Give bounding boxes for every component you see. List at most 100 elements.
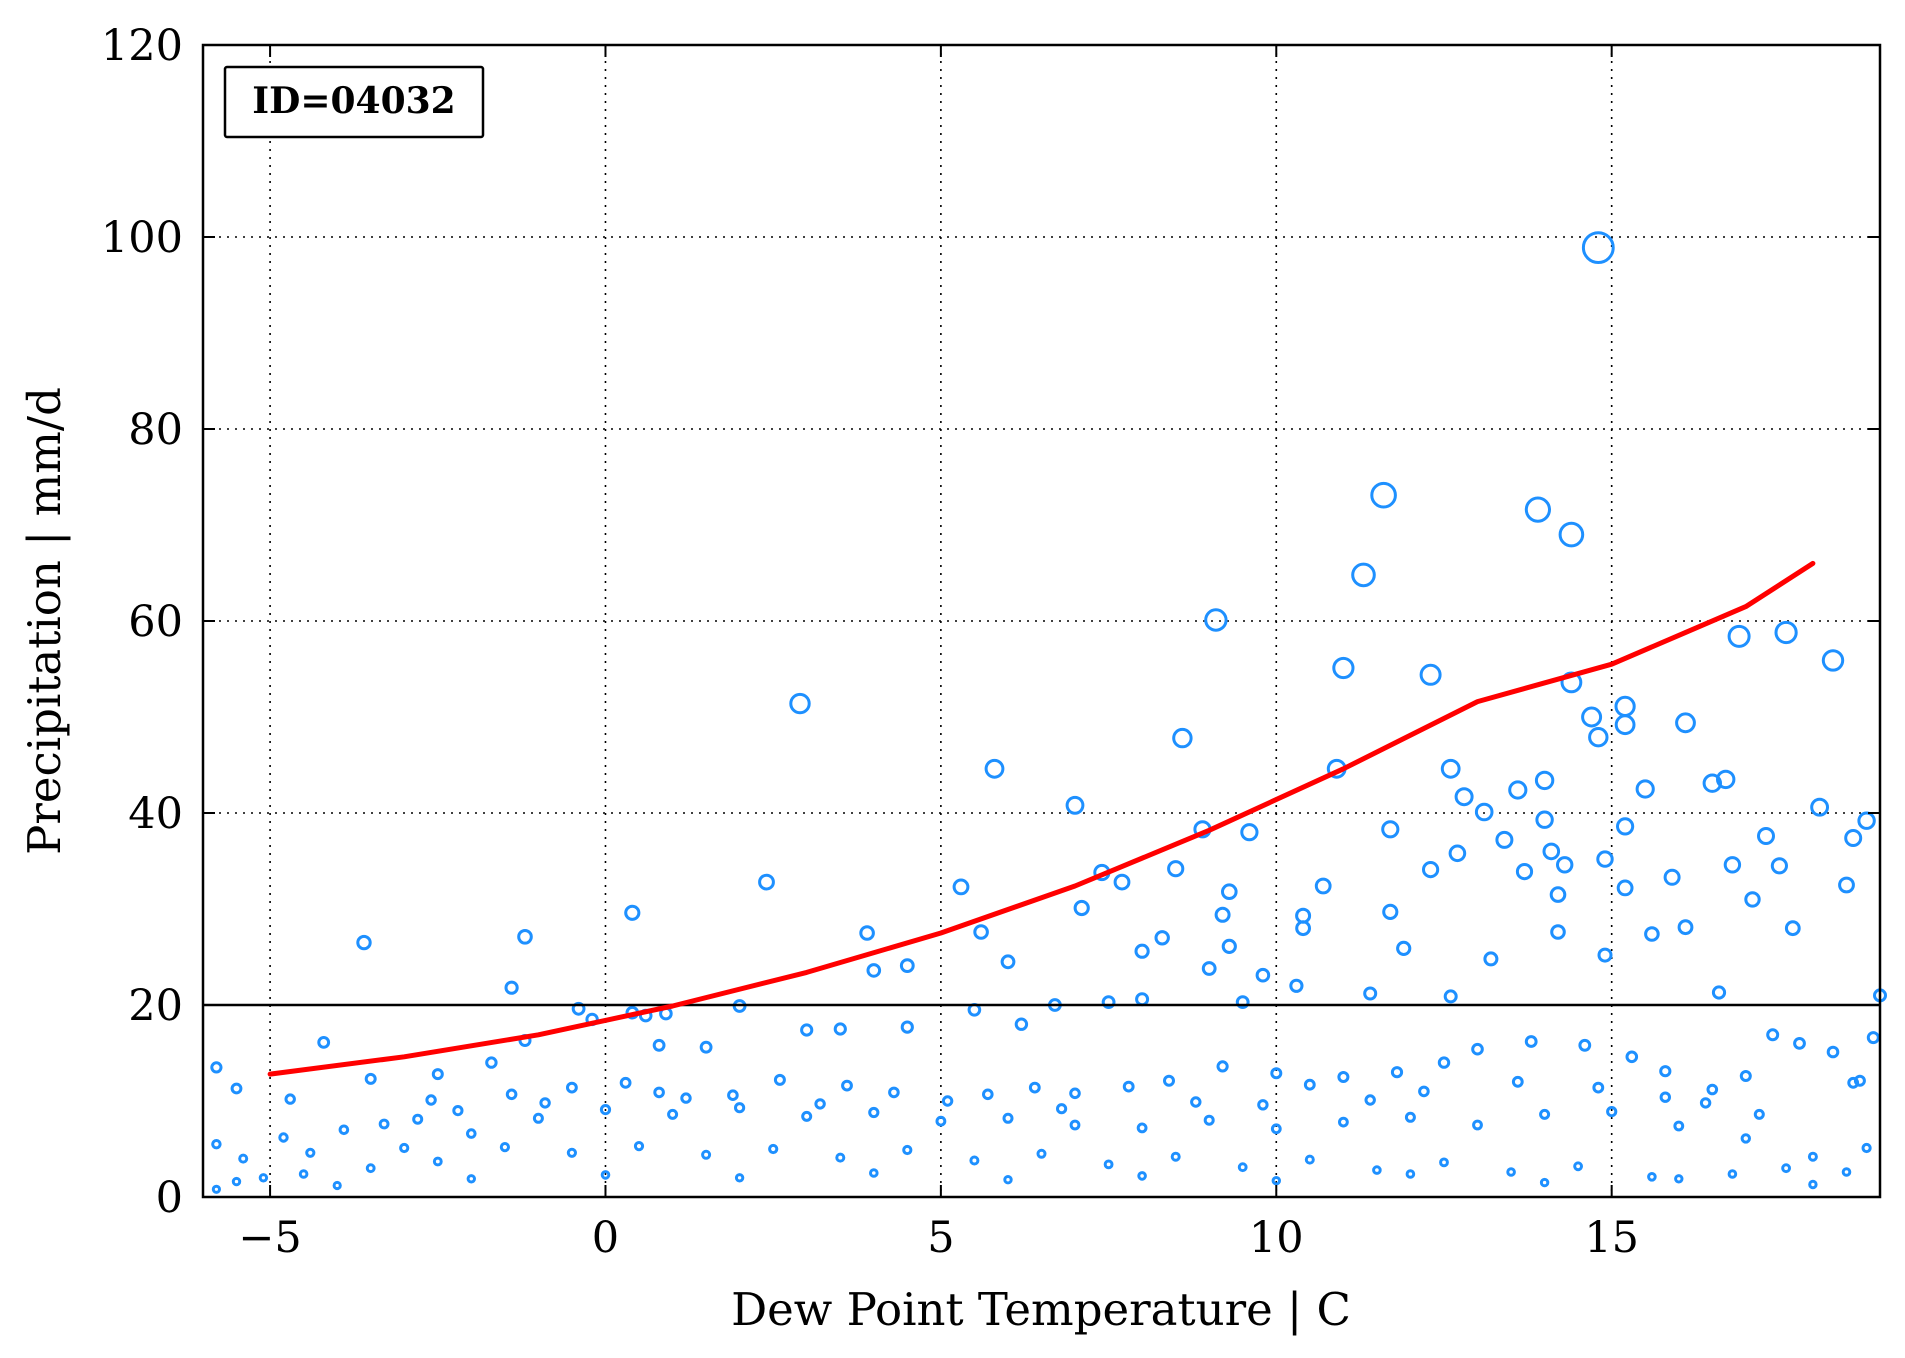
- scatter-point: [1404, 1111, 1416, 1123]
- scatter-point: [1216, 1060, 1229, 1073]
- scatter-point: [431, 1068, 444, 1081]
- id-annotation: ID=04032: [223, 65, 485, 139]
- x-axis-label: Dew Point Temperature | C: [731, 1283, 1351, 1336]
- scatter-point: [653, 1086, 665, 1099]
- scatter-point: [1137, 1171, 1147, 1181]
- scatter-point: [1381, 820, 1400, 839]
- scatter-point: [1443, 989, 1458, 1004]
- scatter-point: [332, 1180, 342, 1191]
- scatter-point: [1332, 656, 1355, 680]
- scatter-point: [982, 1088, 994, 1101]
- scatter-point: [1028, 1081, 1041, 1094]
- scatter-point: [305, 1147, 316, 1158]
- scatter-point: [624, 904, 641, 921]
- scatter-point: [1270, 1067, 1283, 1080]
- scatter-point: [1706, 1083, 1719, 1096]
- scatter-point: [1201, 961, 1217, 976]
- scatter-point: [1448, 844, 1467, 863]
- scatter-point: [800, 1023, 814, 1037]
- scatter-point: [1255, 967, 1271, 983]
- scatter-point: [1597, 947, 1613, 963]
- scatter-point: [652, 1038, 666, 1052]
- scatter-point: [869, 1168, 879, 1178]
- scatter-point: [1471, 1042, 1484, 1056]
- scatter-point: [1289, 978, 1304, 993]
- scatter-point: [1418, 1085, 1430, 1098]
- scatter-point: [1065, 795, 1085, 815]
- annotation-text: ID=04032: [252, 80, 455, 122]
- x-tick-label: 10: [1249, 1213, 1304, 1263]
- scatter-point: [338, 1124, 350, 1136]
- scatter-point: [1214, 906, 1231, 923]
- x-tick-labels: −5 0 5 10 15: [238, 1213, 1639, 1263]
- scatter-point: [619, 1076, 632, 1089]
- scatter-point: [452, 1105, 464, 1117]
- scatter-point: [1419, 663, 1442, 686]
- scatter-point: [1727, 1169, 1738, 1179]
- scatter-point: [1781, 1163, 1791, 1174]
- scatter-point: [1113, 873, 1131, 891]
- scatter-point: [1495, 830, 1514, 849]
- scatter-point: [1711, 985, 1727, 1000]
- scatter-point: [859, 925, 875, 941]
- scatter-point: [680, 1092, 692, 1104]
- scatter-point: [701, 1149, 712, 1160]
- scatter-point: [1841, 1167, 1852, 1177]
- scatter-point: [952, 878, 970, 896]
- scatter-point: [1861, 1142, 1872, 1154]
- scatter-point: [1303, 1078, 1316, 1091]
- scatter-point: [1351, 562, 1376, 588]
- scatter-point: [1002, 1112, 1014, 1124]
- scatter-point: [539, 1097, 551, 1109]
- scatter-point: [230, 1082, 243, 1095]
- scatter-point: [499, 1142, 510, 1153]
- scatter-point: [734, 1173, 745, 1183]
- scatter-point: [1000, 954, 1016, 970]
- scatter-point: [1578, 1038, 1592, 1052]
- scatter-point: [1573, 1161, 1583, 1172]
- scatter-point: [1677, 919, 1694, 936]
- scatter-point: [1826, 1045, 1840, 1059]
- x-tick-label: 15: [1584, 1213, 1639, 1263]
- scatter-point: [1483, 951, 1499, 967]
- scatter-point: [1766, 1028, 1780, 1042]
- scatter-point: [768, 1143, 779, 1155]
- scatter-point: [1581, 706, 1603, 728]
- scatter-point: [1439, 1157, 1449, 1168]
- scatter-point: [833, 1022, 847, 1036]
- scatter-point: [210, 1061, 223, 1074]
- scatter-point: [1372, 1165, 1382, 1175]
- scatter-point: [532, 1112, 544, 1124]
- scatter-point: [1405, 1169, 1416, 1179]
- scatter-point: [789, 692, 811, 715]
- scatter-point: [1556, 856, 1574, 874]
- scatter-point: [1702, 773, 1723, 793]
- scatter-point: [699, 1040, 713, 1054]
- scatter-point: [412, 1113, 424, 1125]
- x-tick-label: −5: [238, 1213, 301, 1263]
- scatter-point: [1511, 1075, 1524, 1088]
- scatter-point: [1370, 481, 1397, 509]
- scatter-point: [1524, 496, 1552, 523]
- scatter-point: [1472, 1119, 1483, 1131]
- y-tick-label: 40: [128, 789, 183, 839]
- scatter-point: [866, 963, 882, 978]
- scatter-point: [1003, 1175, 1013, 1185]
- scatter-point: [1857, 811, 1876, 830]
- scatter-point: [868, 1106, 880, 1119]
- y-tick-label: 120: [101, 21, 183, 71]
- scatter-point: [571, 1001, 586, 1016]
- scatter-point: [888, 1086, 900, 1099]
- annotation-box: [223, 65, 485, 139]
- scatter-point: [902, 1144, 913, 1156]
- scatter-point: [1390, 1066, 1404, 1079]
- scatter-point: [1069, 1119, 1081, 1131]
- scatter-point: [1036, 1148, 1047, 1159]
- scatter-point: [814, 1098, 826, 1110]
- scatter-point: [773, 1073, 786, 1086]
- scatter-point: [378, 1118, 390, 1130]
- scatter-point: [1659, 1091, 1672, 1103]
- scatter-point: [365, 1163, 376, 1174]
- scatter-point: [1844, 829, 1863, 847]
